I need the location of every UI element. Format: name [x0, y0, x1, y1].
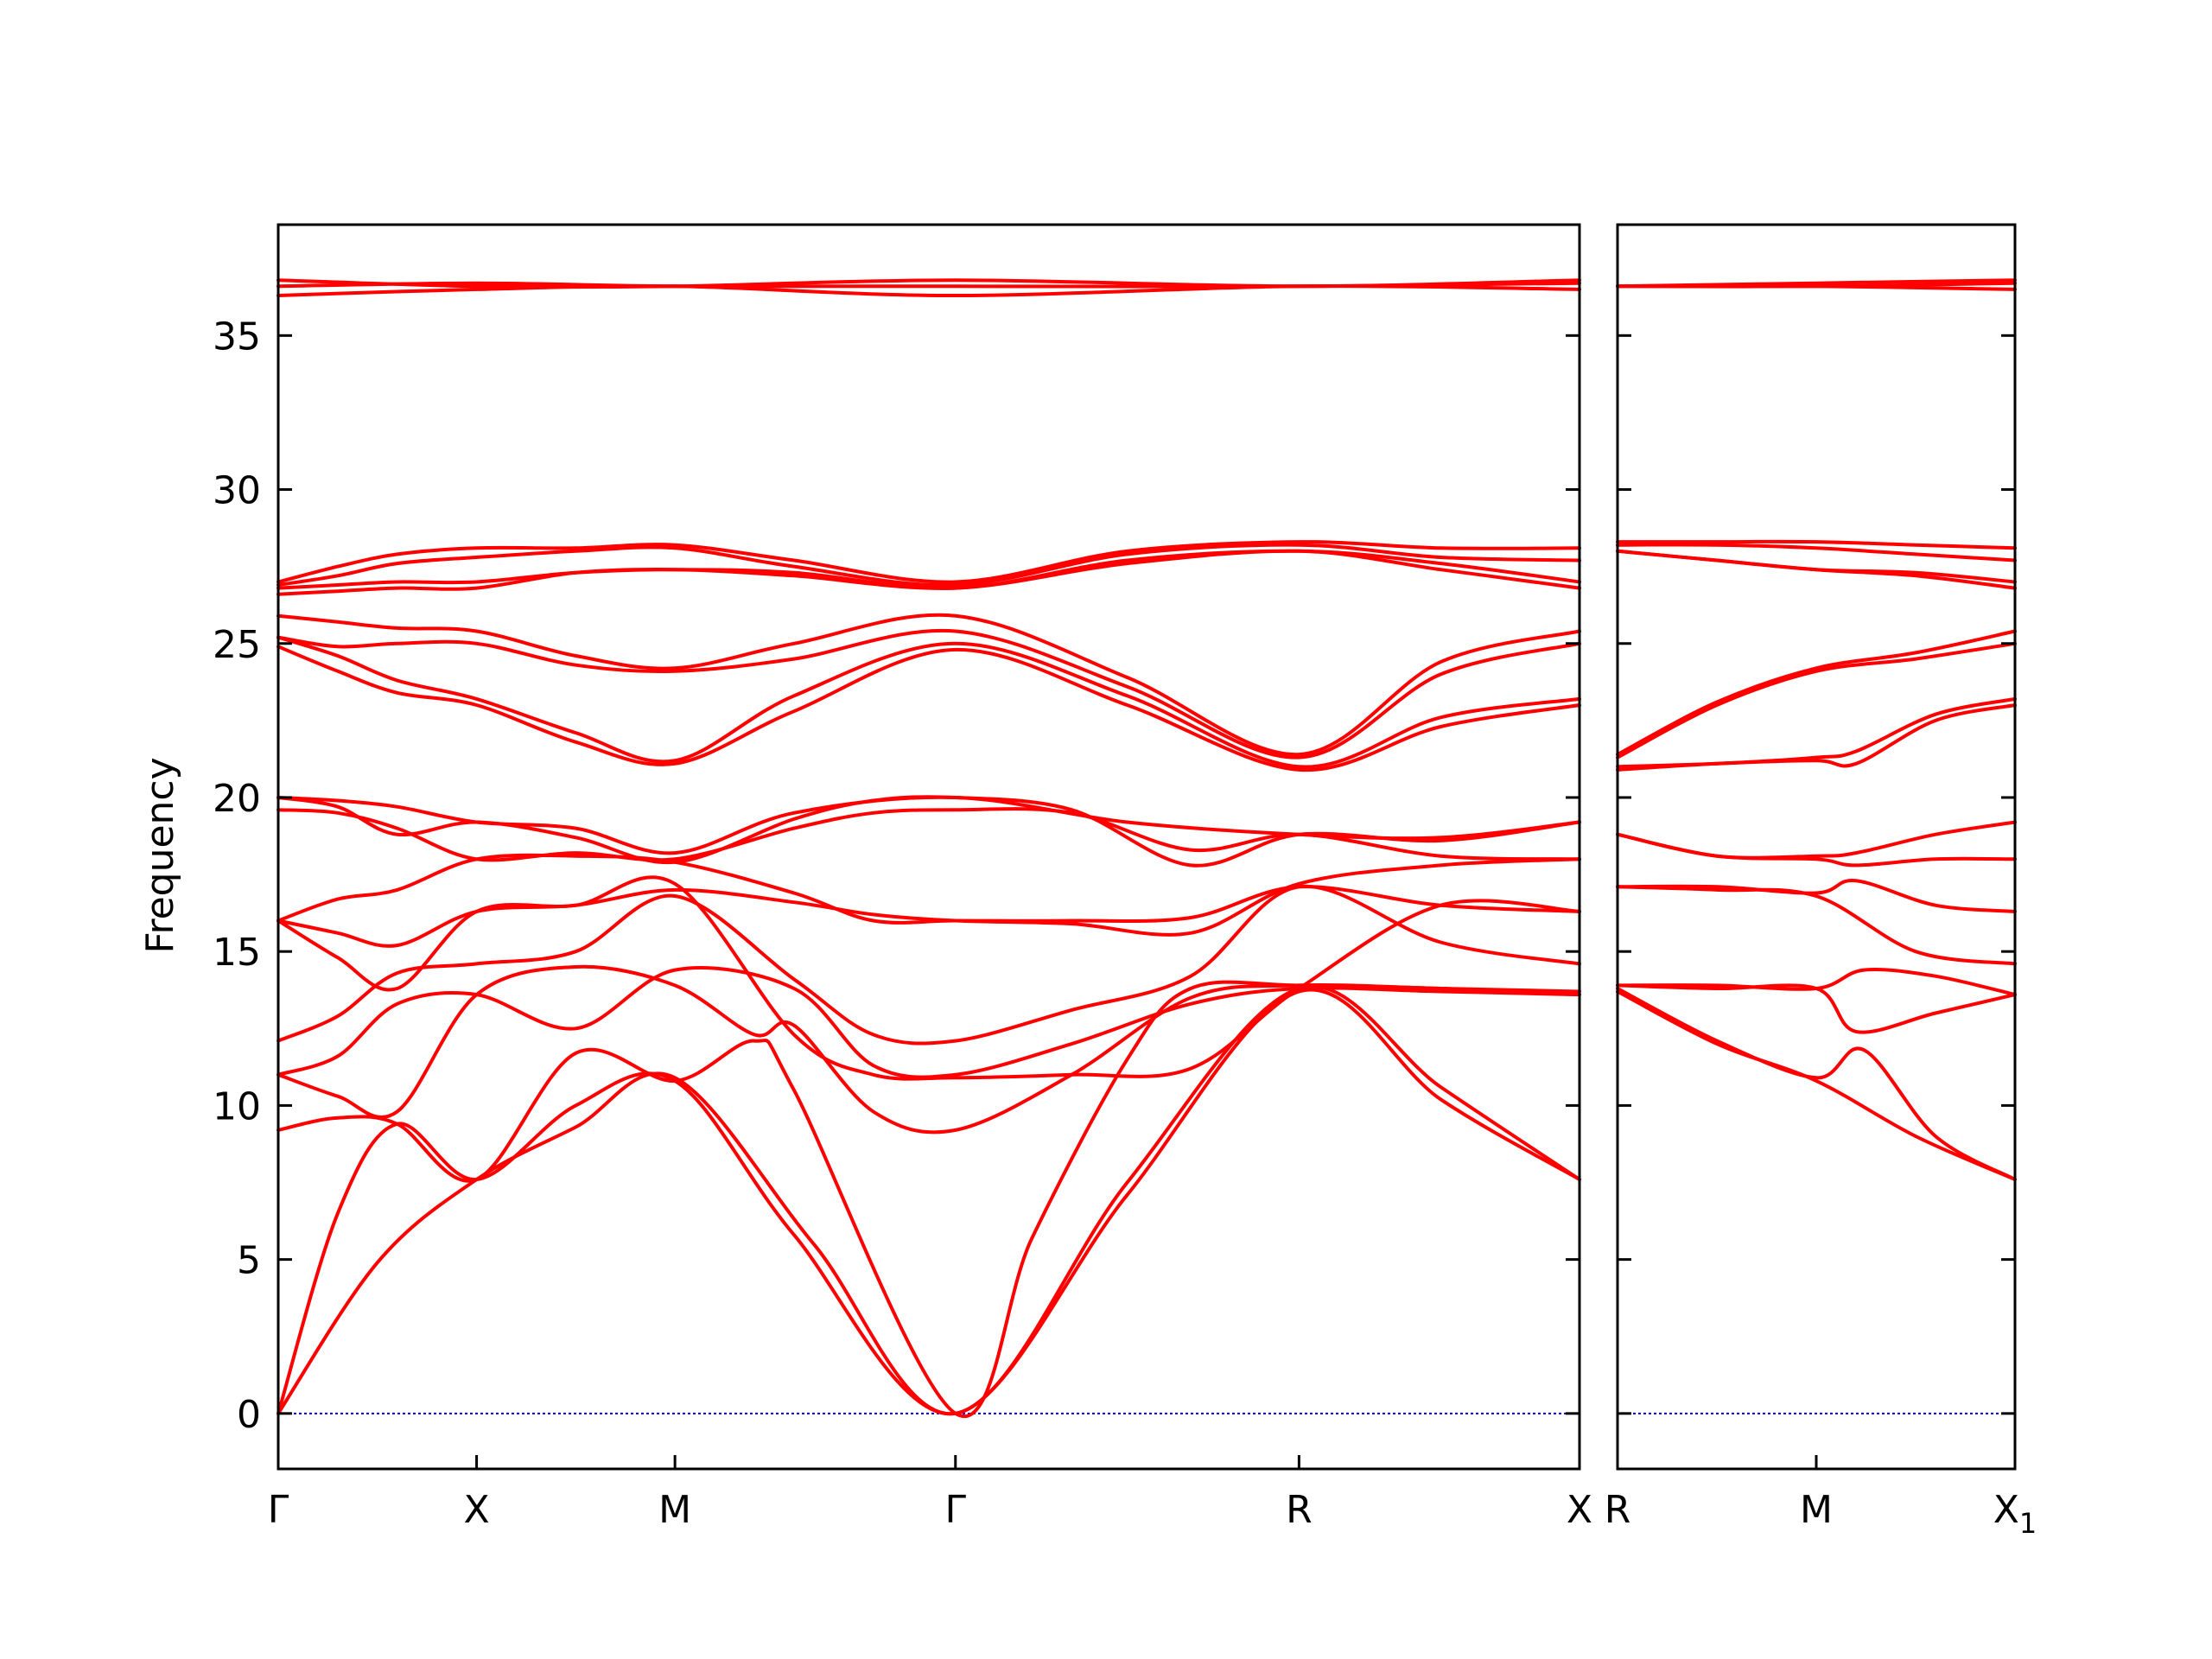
- band-line-left-15: [276, 613, 1581, 757]
- y-tick-label-0: 0: [237, 1393, 261, 1437]
- x-tick-label-left-3: Γ: [945, 1488, 967, 1532]
- band-line-right-11: [1616, 629, 2017, 757]
- band-line-left-11: [276, 795, 1581, 855]
- x-tick-label-subscript: 1: [2019, 1507, 2037, 1540]
- plot-frame-right: [1616, 223, 2017, 1471]
- plot-frame-left: [276, 223, 1581, 1471]
- band-line-right-10: [1616, 641, 2017, 760]
- band-line-left-19: [276, 540, 1581, 584]
- y-axis-label: Frequency: [138, 757, 182, 953]
- band-line-left-3: [276, 964, 1581, 1135]
- x-tick-label-left-2: M: [658, 1488, 691, 1532]
- x-tick-label-left-0: Γ: [268, 1488, 289, 1532]
- band-line-right-5: [1616, 879, 2017, 913]
- band-line-left-13: [276, 635, 1581, 769]
- band-line-right-9: [1616, 696, 2017, 769]
- x-tick-label-left-4: R: [1286, 1488, 1313, 1532]
- y-tick-label-15: 15: [213, 931, 261, 975]
- band-line-left-0: [276, 988, 1581, 1416]
- x-tick-label-left-1: X: [463, 1488, 489, 1532]
- band-line-left-7: [276, 857, 1581, 948]
- band-line-right-18: [1616, 278, 2017, 289]
- y-tick-label-10: 10: [213, 1084, 261, 1128]
- band-line-left-14: [276, 628, 1581, 760]
- band-line-left-22: [276, 278, 1581, 289]
- y-tick-label-30: 30: [213, 469, 261, 513]
- band-line-right-3: [1616, 967, 2017, 997]
- y-tick-labels: 0 5 10 15 20 25 30 35: [213, 315, 261, 1437]
- band-line-left-18: [276, 543, 1581, 588]
- band-line-left-17: [276, 549, 1581, 590]
- band-line-right-14: [1616, 543, 2017, 563]
- band-line-left-12: [276, 645, 1581, 772]
- x-tick-label-right-2: X1: [1993, 1488, 2037, 1540]
- band-line-left-2: [276, 980, 1581, 1418]
- x-tick-label-left-5: X: [1567, 1488, 1592, 1532]
- band-line-right-1: [1616, 987, 2017, 1181]
- band-line-left-8: [276, 853, 1581, 925]
- band-line-right-15: [1616, 539, 2017, 550]
- band-line-left-6: [276, 875, 1581, 1081]
- band-line-left-5: [276, 884, 1581, 1046]
- y-tick-label-20: 20: [213, 777, 261, 821]
- x-tick-label-right-1: M: [1800, 1488, 1833, 1532]
- x-tick-label-right-0: R: [1605, 1488, 1631, 1532]
- band-line-right-0: [1616, 989, 2017, 1181]
- y-tick-label-25: 25: [213, 623, 261, 667]
- band-line-left-9: [276, 807, 1581, 862]
- band-line-left-10: [276, 795, 1581, 868]
- band-line-right-13: [1616, 549, 2017, 584]
- y-tick-label-5: 5: [237, 1239, 261, 1283]
- band-line-right-7: [1616, 820, 2017, 860]
- band-line-left-1: [276, 984, 1581, 1416]
- y-tick-label-35: 35: [213, 315, 261, 359]
- band-line-right-2: [1616, 983, 2017, 1034]
- right-panel: R M X1: [1605, 223, 2037, 1540]
- band-line-left-4: [276, 966, 1581, 1079]
- band-line-right-8: [1616, 703, 2017, 772]
- band-line-right-4: [1616, 885, 2017, 966]
